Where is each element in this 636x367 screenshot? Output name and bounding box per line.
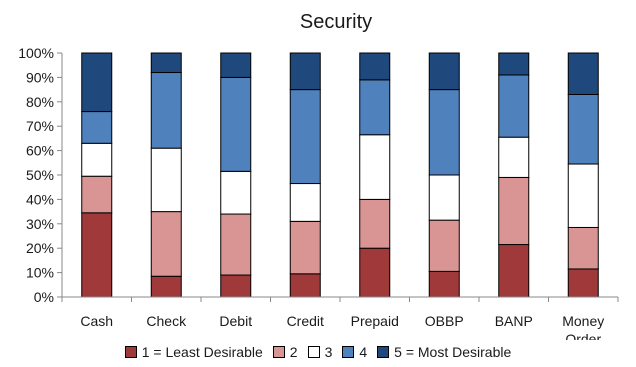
x-tick-label: Check xyxy=(146,313,187,329)
bar-segment-5 xyxy=(150,52,182,74)
bar-segment-2 xyxy=(220,213,252,276)
stacked-bar-chart: Security 0% 10% 20% 30% 40% 50% 60% 70% 80% 90% 10… xyxy=(18,11,619,347)
bar-segment-2 xyxy=(150,211,182,277)
bar-segment-1 xyxy=(567,268,599,298)
x-tick-label: Credit xyxy=(287,313,324,329)
x-tick-label: Cash xyxy=(80,313,113,329)
legend-swatch xyxy=(307,346,320,358)
bar-segment-3 xyxy=(428,174,460,221)
legend-swatch xyxy=(342,346,355,358)
bar-segment-1 xyxy=(220,274,252,298)
bar-segment-1 xyxy=(150,275,182,298)
y-tick-label: 30% xyxy=(26,216,54,232)
y-tick-label: 20% xyxy=(26,240,54,256)
x-axis: Cash Check Debit Credit Prepaid OBBP BANP Money… xyxy=(61,296,619,347)
bar-segment-3 xyxy=(81,142,113,177)
y-tick-label: 60% xyxy=(26,143,54,159)
bar-segment-2 xyxy=(289,220,321,275)
bar-segment-4 xyxy=(498,74,530,138)
bar-segment-4 xyxy=(150,72,182,149)
legend-item: 5 = Most Desirable xyxy=(377,344,511,360)
bar-segment-1 xyxy=(428,270,460,298)
bar-segment-3 xyxy=(359,134,391,200)
legend-item: 1 = Least Desirable xyxy=(124,344,263,360)
y-tick-label: 70% xyxy=(26,118,54,134)
y-tick-label: 90% xyxy=(26,69,54,85)
bar-segment-4 xyxy=(289,89,321,185)
bar-segment-3 xyxy=(498,136,530,178)
x-tick-label: BANP xyxy=(495,313,533,329)
bar-segment-4 xyxy=(428,89,460,176)
bar-segment-5 xyxy=(498,52,530,76)
bar-segment-5 xyxy=(289,52,321,91)
bar-segment-2 xyxy=(567,226,599,270)
legend-swatch xyxy=(272,346,285,358)
bar-segment-5 xyxy=(220,52,252,78)
bar-segment-2 xyxy=(428,219,460,272)
bars xyxy=(81,52,599,298)
bar-segment-2 xyxy=(359,198,391,249)
bar-segment-3 xyxy=(220,170,252,215)
bar-segment-1 xyxy=(81,212,113,298)
bar-segment-2 xyxy=(81,175,113,214)
legend: 1 = Least Desirable 2 3 4 5 = Most Desirable xyxy=(0,340,636,364)
legend-label: 4 xyxy=(359,344,368,360)
bar-segment-3 xyxy=(289,183,321,222)
bar-segment-4 xyxy=(81,111,113,144)
y-tick-label: 40% xyxy=(26,191,54,207)
legend-label: 1 = Least Desirable xyxy=(141,344,263,360)
legend-label: 3 xyxy=(324,344,333,360)
bar-segment-1 xyxy=(498,244,530,298)
x-tick-label: Prepaid xyxy=(351,313,399,329)
x-tick-label: OBBP xyxy=(425,313,464,329)
x-tick-label: Money Order xyxy=(562,313,604,340)
bar-segment-5 xyxy=(359,52,391,81)
bar-segment-3 xyxy=(567,163,599,228)
bar-segment-4 xyxy=(359,79,391,136)
legend-swatch xyxy=(124,346,137,358)
y-tick-label: 50% xyxy=(26,167,54,183)
bar-segment-2 xyxy=(498,176,530,246)
legend-item: 2 xyxy=(272,344,298,360)
legend-item: 3 xyxy=(307,344,333,360)
legend-label: 5 = Most Desirable xyxy=(394,344,512,360)
chart-title: Security xyxy=(300,11,372,33)
bar-segment-4 xyxy=(567,93,599,165)
bar-segment-5 xyxy=(81,52,113,113)
legend-swatch xyxy=(377,346,390,358)
bar-segment-1 xyxy=(359,247,391,298)
y-tick-label: 80% xyxy=(26,94,54,110)
y-tick-label: 100% xyxy=(18,45,54,61)
y-tick-label: 10% xyxy=(26,265,54,281)
bar-segment-4 xyxy=(220,76,252,172)
y-axis: 0% 10% 20% 30% 40% 50% 60% 70% 80% 90% 100% xyxy=(18,45,63,305)
legend-label: 2 xyxy=(289,344,298,360)
bar-segment-5 xyxy=(428,52,460,91)
bar-segment-3 xyxy=(150,147,182,213)
bar-segment-5 xyxy=(567,52,599,95)
x-tick-label: Debit xyxy=(219,313,252,329)
bar-segment-1 xyxy=(289,273,321,298)
y-tick-label: 0% xyxy=(34,289,54,305)
legend-item: 4 xyxy=(342,344,367,360)
